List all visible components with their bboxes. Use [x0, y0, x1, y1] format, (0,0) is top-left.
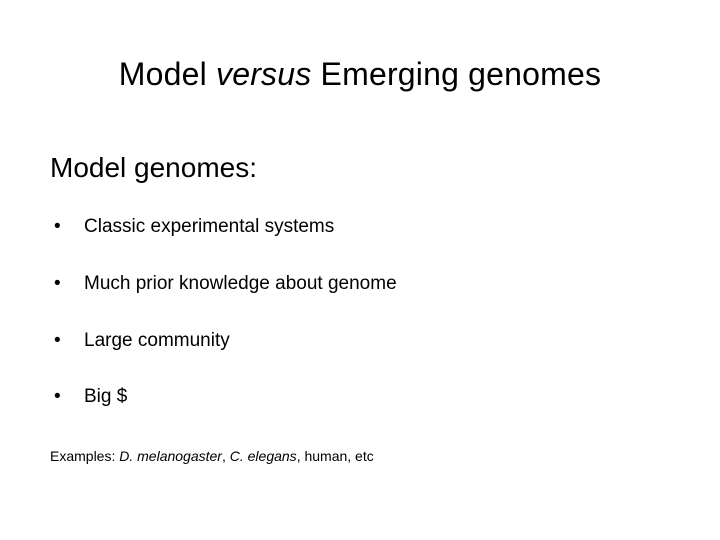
examples-post: , human, etc — [297, 448, 374, 464]
list-item: • Big $ — [50, 386, 650, 409]
bullet-icon: • — [50, 273, 84, 296]
bullet-text: Much prior knowledge about genome — [84, 273, 650, 296]
list-item: • Large community — [50, 330, 650, 353]
examples-species-1: D. melanogaster — [119, 448, 222, 464]
list-item: • Classic experimental systems — [50, 216, 650, 239]
bullet-text: Big $ — [84, 386, 650, 409]
bullet-icon: • — [50, 386, 84, 409]
examples-pre: Examples: — [50, 448, 119, 464]
bullet-icon: • — [50, 330, 84, 353]
examples-sep: , — [222, 448, 230, 464]
bullet-list: • Classic experimental systems • Much pr… — [50, 216, 650, 443]
bullet-icon: • — [50, 216, 84, 239]
slide: Model versus Emerging genomes Model geno… — [0, 0, 720, 540]
bullet-text: Large community — [84, 330, 650, 353]
title-pre: Model — [119, 56, 216, 92]
list-item: • Much prior knowledge about genome — [50, 273, 650, 296]
slide-title: Model versus Emerging genomes — [0, 56, 720, 93]
title-post: Emerging genomes — [311, 56, 601, 92]
examples-species-2: C. elegans — [230, 448, 297, 464]
bullet-text: Classic experimental systems — [84, 216, 650, 239]
subheading: Model genomes: — [50, 152, 257, 184]
examples-line: Examples: D. melanogaster, C. elegans, h… — [50, 448, 374, 464]
title-italic: versus — [216, 56, 311, 92]
